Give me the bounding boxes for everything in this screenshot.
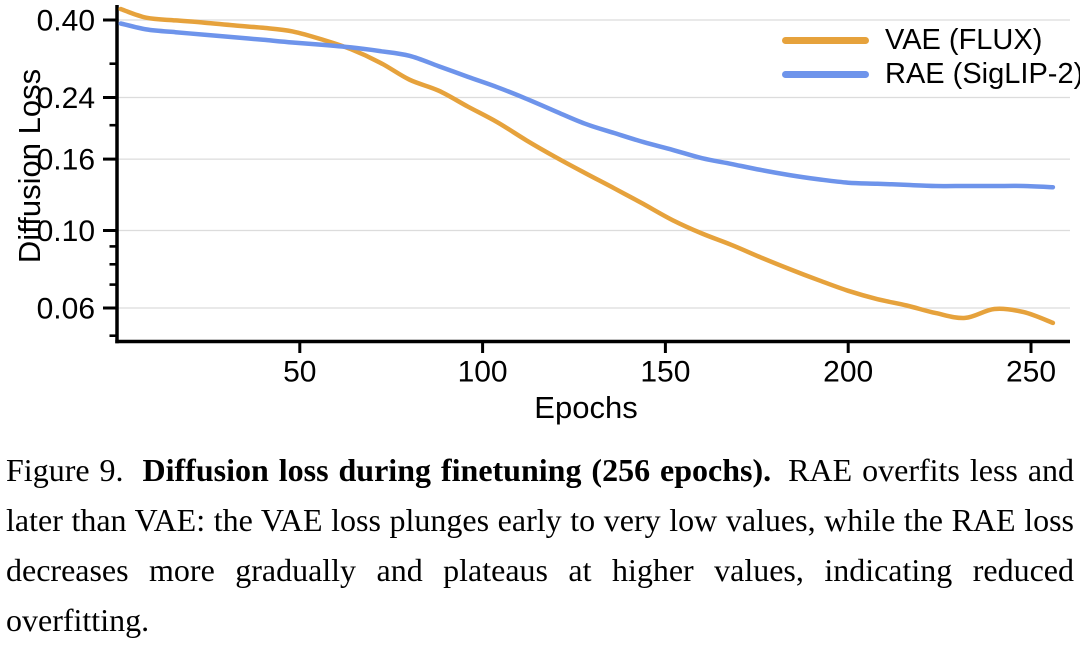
- gridlines: [118, 19, 1070, 309]
- caption-figure-label: Figure 9.: [6, 452, 124, 488]
- svg-text:0.10: 0.10: [37, 215, 95, 248]
- vae-line-swatch: [782, 36, 869, 44]
- caption-body: RAE overfits less and later than VAE: th…: [6, 452, 1075, 638]
- legend-label-vae: VAE (FLUX): [885, 23, 1043, 56]
- svg-text:0.06: 0.06: [37, 293, 95, 326]
- caption-title: Diffusion loss during finetuning (256 ep…: [142, 452, 772, 488]
- svg-text:200: 200: [823, 356, 873, 389]
- svg-text:50: 50: [283, 356, 316, 389]
- y-tick-labels: 0.40 0.24 0.16 0.10 0.06: [37, 5, 95, 326]
- chart-legend: VAE (FLUX) RAE (SigLIP-2): [782, 23, 1080, 91]
- diffusion-loss-chart: 0.40 0.24 0.16 0.10 0.06 50 100 150 200 250 Diffu…: [12, 5, 1080, 426]
- svg-text:0.24: 0.24: [37, 82, 95, 115]
- rae-line-swatch: [782, 70, 869, 78]
- svg-text:100: 100: [458, 356, 508, 389]
- legend-label-rae: RAE (SigLIP-2): [885, 57, 1080, 90]
- svg-text:150: 150: [640, 356, 690, 389]
- x-axis-label: Epochs: [534, 390, 638, 425]
- figure-caption: Figure 9. Diffusion loss during finetuni…: [0, 445, 1080, 645]
- vae-curve: [118, 6, 1056, 326]
- svg-text:0.40: 0.40: [37, 5, 95, 38]
- svg-text:250: 250: [1006, 356, 1056, 389]
- x-tick-labels: 50 100 150 200 250: [283, 356, 1056, 389]
- svg-text:0.16: 0.16: [37, 144, 95, 177]
- axes: [103, 5, 1070, 353]
- legend-item-rae: RAE (SigLIP-2): [782, 57, 1080, 91]
- legend-item-vae: VAE (FLUX): [782, 23, 1080, 57]
- chart-canvas: 0.40 0.24 0.16 0.10 0.06 50 100 150 200 250: [37, 5, 1070, 389]
- rae-curve: [118, 21, 1056, 190]
- y-axis-label: Diffusion Loss: [12, 68, 47, 264]
